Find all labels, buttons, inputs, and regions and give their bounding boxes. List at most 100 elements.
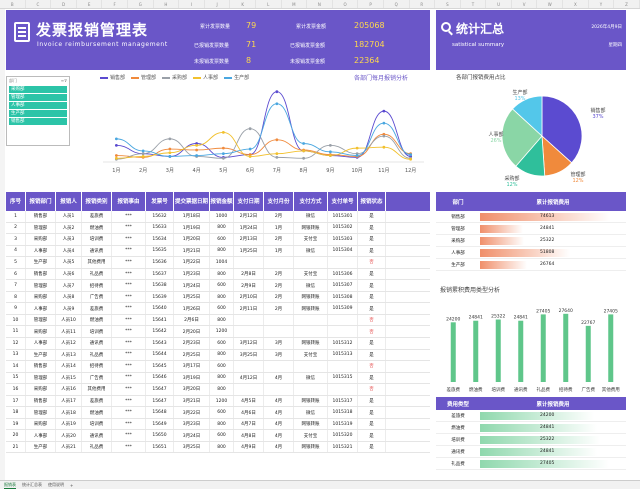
column-letter[interactable]: Z <box>614 0 640 8</box>
table-cell[interactable]: 采购部 <box>26 418 56 430</box>
table-cell[interactable]: *** <box>112 314 146 326</box>
table-cell[interactable]: 14 <box>6 361 26 372</box>
table-cell[interactable]: 8 <box>6 291 26 303</box>
table-cell[interactable]: 否 <box>358 314 386 326</box>
table-cell[interactable]: *** <box>112 430 146 441</box>
table-cell[interactable]: 15648 <box>146 407 174 418</box>
column-header[interactable]: 报销类别 <box>82 192 112 211</box>
table-cell[interactable]: 4月5日 <box>234 395 264 407</box>
column-header[interactable]: 报销金额 <box>210 192 234 211</box>
table-cell[interactable]: 600 <box>210 280 234 291</box>
table-cell[interactable]: 是 <box>358 407 386 418</box>
table-cell[interactable]: 4月 <box>264 430 294 441</box>
table-cell[interactable]: 培训费 <box>82 326 112 338</box>
table-cell[interactable]: 生产部 <box>26 441 56 453</box>
table-cell[interactable]: 15643 <box>146 338 174 349</box>
table-cell[interactable] <box>234 361 264 372</box>
table-cell[interactable]: 通讯费 <box>82 338 112 349</box>
column-letter[interactable]: G <box>128 0 154 8</box>
table-cell[interactable]: 800 <box>210 268 234 280</box>
table-cell[interactable] <box>294 326 328 338</box>
table-cell[interactable]: 生产部 <box>26 257 56 268</box>
table-cell[interactable]: 1月22日 <box>174 257 210 268</box>
table-cell[interactable]: 1015315 <box>328 372 358 384</box>
table-cell[interactable] <box>264 326 294 338</box>
column-letter[interactable]: M <box>282 0 308 8</box>
table-row[interactable]: 14 销售部 人员14 招待费 *** 15645 3月17日 600 否 <box>6 361 430 373</box>
table-cell[interactable]: 1月 <box>264 222 294 234</box>
table-cell[interactable]: 差旅费 <box>82 395 112 407</box>
summary-row[interactable]: 培训费 25322 <box>436 434 626 446</box>
table-cell[interactable]: 1015308 <box>328 291 358 303</box>
table-cell[interactable]: 1015312 <box>328 338 358 349</box>
table-cell[interactable]: 12 <box>6 338 26 349</box>
column-letter[interactable]: S <box>435 0 461 8</box>
table-row[interactable]: 6 销售部 人员6 礼品费 *** 15637 1月23日 800 2月8日 2月 支付宝 10153… <box>6 268 430 281</box>
table-cell[interactable]: 4月 <box>264 372 294 384</box>
table-cell[interactable]: 1月26日 <box>174 303 210 314</box>
table-cell[interactable]: 10 <box>6 314 26 326</box>
table-cell[interactable]: *** <box>112 372 146 384</box>
column-letter[interactable]: H <box>154 0 180 8</box>
table-cell[interactable]: 1015304 <box>328 245 358 257</box>
table-cell[interactable]: 网银转账 <box>294 222 328 234</box>
column-letter[interactable]: F <box>102 0 128 8</box>
table-cell[interactable]: *** <box>112 303 146 314</box>
table-cell[interactable]: 其他费用 <box>82 257 112 268</box>
table-row[interactable]: 19 采购部 人员19 培训费 *** 15649 3月23日 800 4月7日 4月 网银转账 10… <box>6 418 430 431</box>
table-cell[interactable]: 15633 <box>146 222 174 234</box>
table-row[interactable]: 1 销售部 人员1 差旅费 *** 15632 1月18日 1000 2月12日 2月 微信 1015… <box>6 211 430 223</box>
column-letter[interactable]: I <box>179 0 205 8</box>
table-cell[interactable] <box>294 314 328 326</box>
table-cell[interactable]: 人员11 <box>56 326 82 338</box>
column-letter[interactable]: T <box>461 0 487 8</box>
table-cell[interactable] <box>328 314 358 326</box>
table-row[interactable]: 10 管理部 人员10 燃油费 *** 15641 2月6日 800 否 <box>6 314 430 327</box>
table-cell[interactable]: 否 <box>358 257 386 268</box>
table-cell[interactable]: 600 <box>210 407 234 418</box>
table-cell[interactable]: 15634 <box>146 234 174 245</box>
table-cell[interactable]: 15 <box>6 372 26 384</box>
table-cell[interactable]: 是 <box>358 349 386 361</box>
column-letter[interactable]: W <box>537 0 564 8</box>
table-cell[interactable] <box>294 384 328 395</box>
table-cell[interactable]: 1月20日 <box>174 234 210 245</box>
table-cell[interactable]: 1000 <box>210 211 234 222</box>
slicer-item[interactable]: 管理部 <box>9 94 67 101</box>
table-cell[interactable]: 通讯费 <box>82 245 112 257</box>
table-cell[interactable]: 2月8日 <box>234 268 264 280</box>
column-header[interactable]: 提交票据日期 <box>174 192 210 211</box>
table-cell[interactable]: 人员13 <box>56 349 82 361</box>
table-cell[interactable]: 1004 <box>210 257 234 268</box>
table-cell[interactable]: 管理部 <box>26 280 56 291</box>
table-cell[interactable]: 是 <box>358 211 386 222</box>
table-cell[interactable]: 2月9日 <box>234 280 264 291</box>
table-cell[interactable]: 1月19日 <box>174 222 210 234</box>
column-letter[interactable]: O <box>333 0 359 8</box>
table-cell[interactable] <box>234 314 264 326</box>
column-letter[interactable]: E <box>77 0 103 8</box>
table-cell[interactable] <box>234 257 264 268</box>
table-cell[interactable]: 网银转账 <box>294 303 328 314</box>
table-row[interactable]: 17 销售部 人员17 差旅费 *** 15647 3月21日 1200 4月5日 4月 网银转账 1… <box>6 395 430 408</box>
column-header[interactable]: 序号 <box>6 192 26 211</box>
table-cell[interactable]: 支付宝 <box>294 234 328 245</box>
column-header[interactable]: 报销事由 <box>112 192 146 211</box>
column-letter[interactable]: P <box>358 0 384 8</box>
table-cell[interactable]: 9 <box>6 303 26 314</box>
table-cell[interactable]: 4月 <box>264 441 294 453</box>
table-cell[interactable]: 600 <box>210 338 234 349</box>
table-cell[interactable]: 2月 <box>264 234 294 245</box>
column-letter[interactable]: U <box>486 0 512 8</box>
column-header[interactable]: 报销状态 <box>358 192 386 211</box>
table-cell[interactable]: 3月12日 <box>234 338 264 349</box>
table-cell[interactable]: 2月 <box>264 291 294 303</box>
table-cell[interactable]: 网银转账 <box>294 338 328 349</box>
table-cell[interactable]: 5 <box>6 257 26 268</box>
table-cell[interactable]: 人员1 <box>56 211 82 222</box>
table-cell[interactable]: 19 <box>6 418 26 430</box>
table-cell[interactable] <box>264 257 294 268</box>
table-cell[interactable]: 支付宝 <box>294 268 328 280</box>
table-cell[interactable] <box>328 384 358 395</box>
table-cell[interactable]: 是 <box>358 222 386 234</box>
